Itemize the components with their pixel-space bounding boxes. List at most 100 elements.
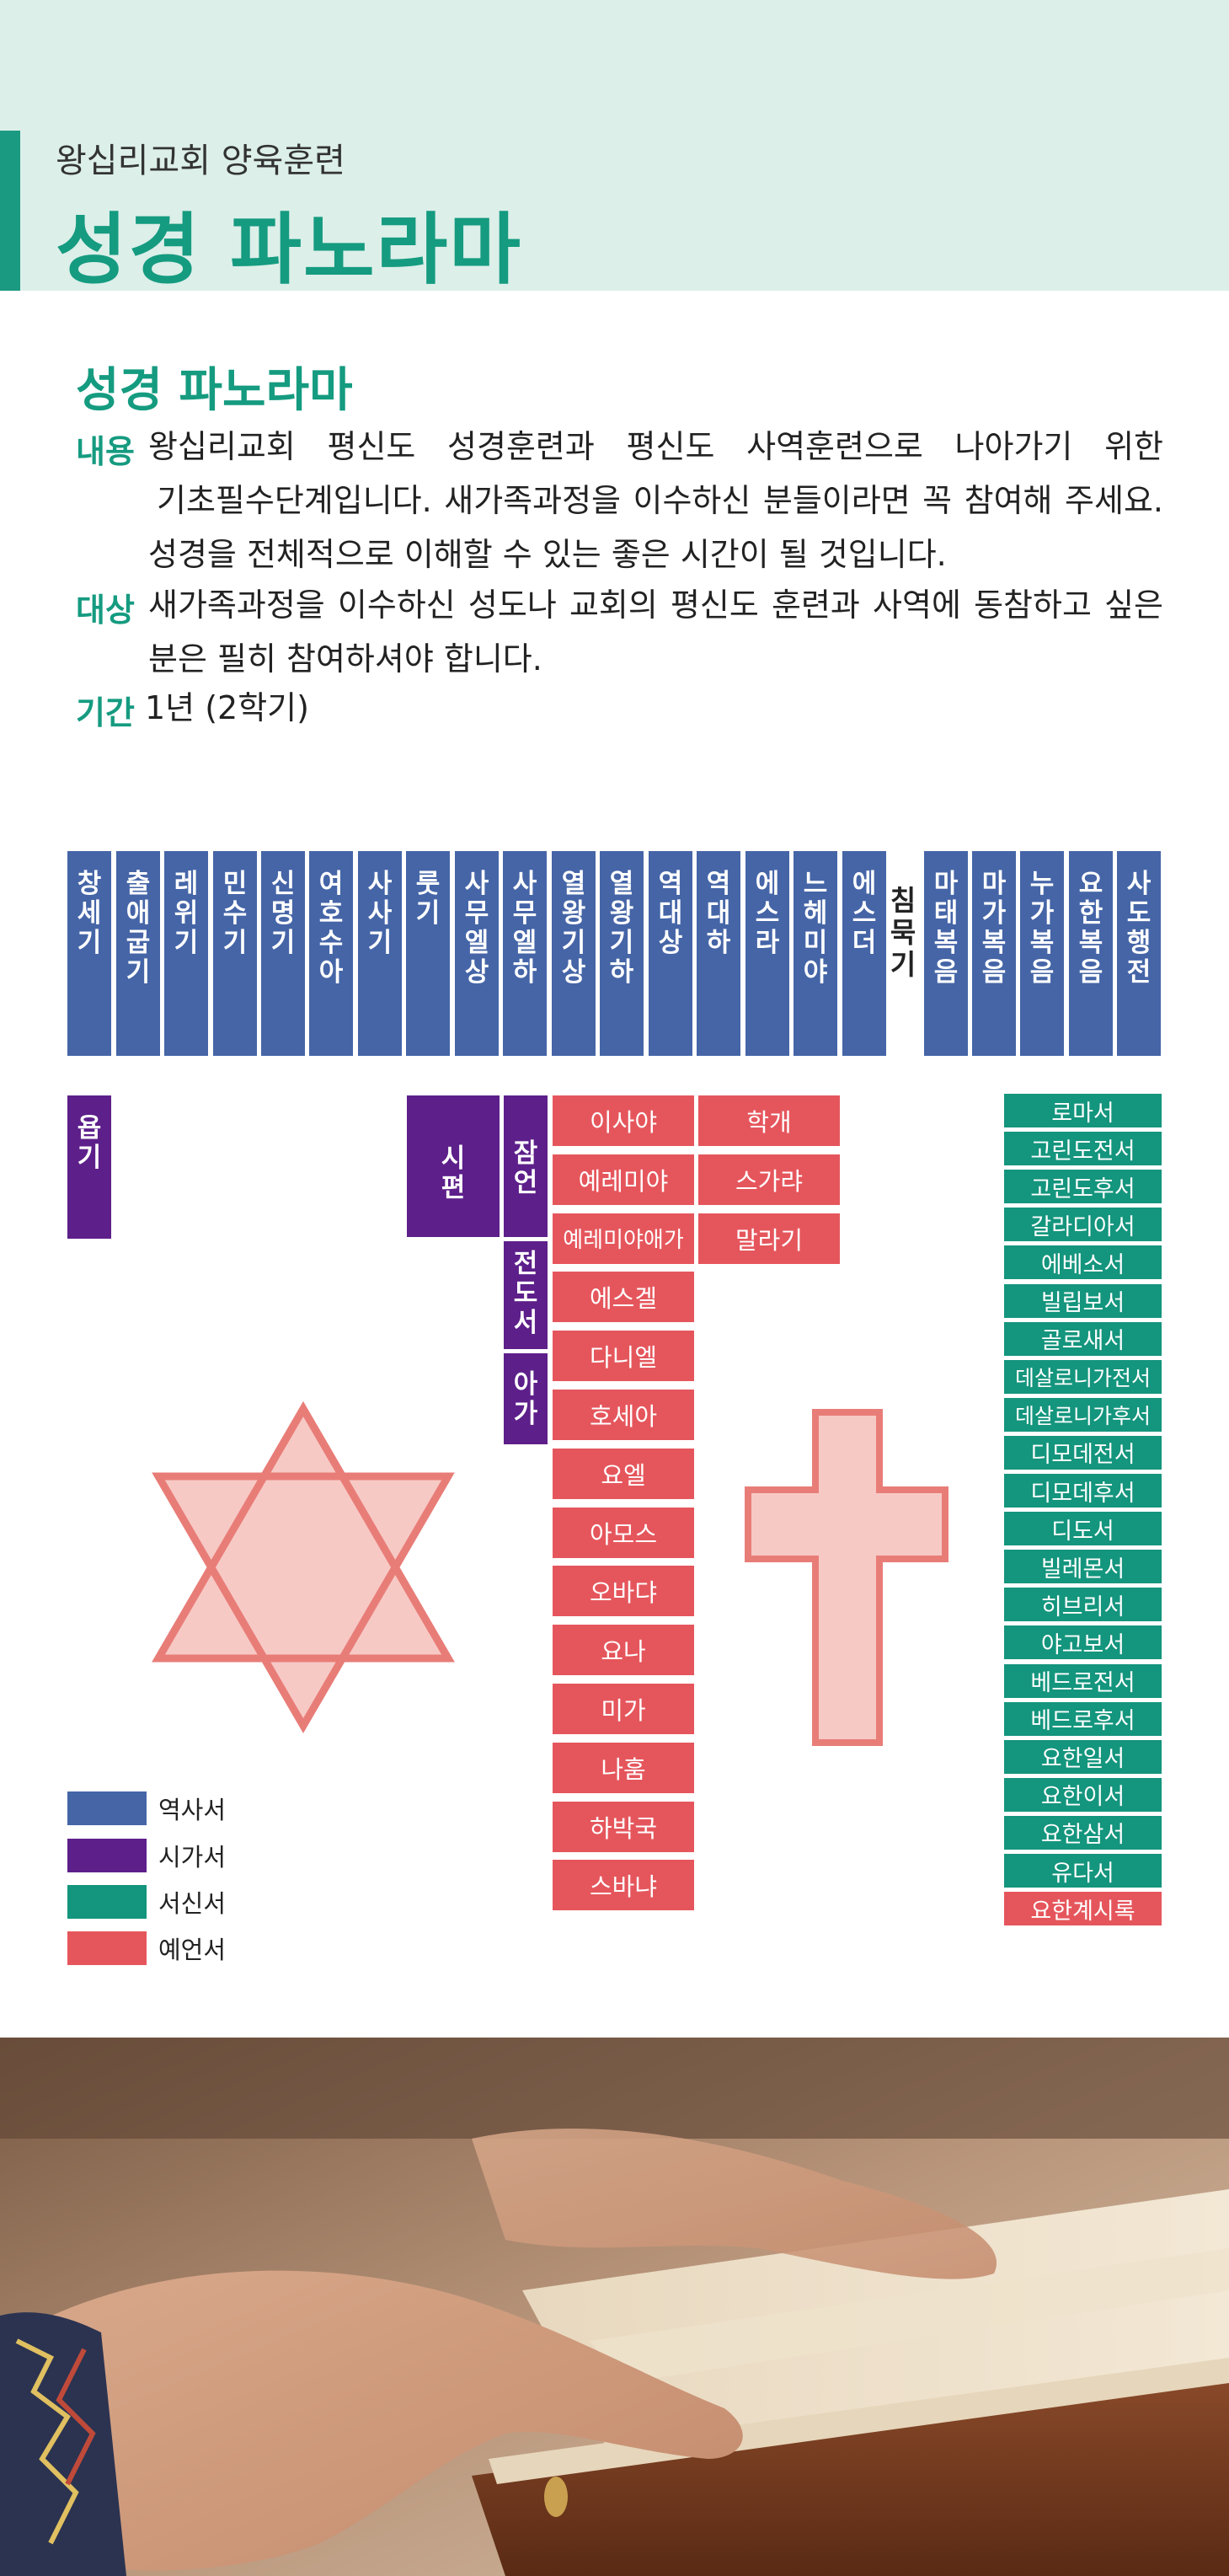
ecclesiastes-char-1: 도 xyxy=(513,1278,538,1309)
legend-swatch-poetry xyxy=(67,1839,147,1872)
history-book-9-char-3: 하 xyxy=(512,957,537,988)
epistle-book-10: 디모데후서 xyxy=(1004,1474,1162,1508)
prophet-book-3: 에스겔 xyxy=(553,1272,694,1323)
minor-prophet-book-2: 말라기 xyxy=(698,1213,840,1264)
gospel-book-1-char-3: 음 xyxy=(981,957,1007,988)
history-book-3-char-2: 기 xyxy=(222,928,248,958)
history-book-3-char-0: 민 xyxy=(222,869,248,899)
prophet-book-13: 스바냐 xyxy=(553,1860,694,1911)
history-book-10-char-0: 열 xyxy=(561,869,586,899)
prophet-book-6: 요엘 xyxy=(553,1448,694,1499)
row-text-period: 1년 (2학기) xyxy=(145,681,1160,735)
history-book-14-char-0: 에 xyxy=(755,869,780,899)
history-book-11-char-1: 왕 xyxy=(609,898,634,929)
history-book-5-char-2: 수 xyxy=(318,928,344,958)
gospel-book-3-char-3: 음 xyxy=(1078,957,1103,988)
silent-period-char-1: 묵 xyxy=(890,916,916,949)
history-book-15-char-2: 미 xyxy=(803,928,828,958)
psalms-char-0: 시 xyxy=(441,1143,466,1174)
legend-label-epistle: 서신서 xyxy=(158,1889,227,1918)
history-book-14-char-1: 스 xyxy=(755,898,780,929)
gospel-book-4-char-2: 행 xyxy=(1126,928,1152,958)
history-book-13-char-2: 하 xyxy=(706,928,731,958)
row-label-content: 내용 xyxy=(76,433,135,470)
history-book-12-char-0: 역 xyxy=(658,869,683,899)
history-book-11-char-2: 기 xyxy=(609,928,634,958)
history-book-13-char-0: 역 xyxy=(706,869,731,899)
history-book-0-char-0: 창 xyxy=(77,869,102,899)
history-book-16-char-1: 스 xyxy=(852,898,877,929)
epistle-book-11: 디도서 xyxy=(1004,1512,1162,1546)
gospel-book-1-char-0: 마 xyxy=(981,869,1007,899)
ecclesiastes-char-2: 서 xyxy=(513,1308,538,1338)
history-book-8-char-0: 사 xyxy=(464,869,489,899)
legend-swatch-epistle xyxy=(67,1885,147,1919)
song-char-1: 가 xyxy=(513,1399,538,1429)
epistle-book-3: 갈라디아서 xyxy=(1004,1208,1162,1242)
epistle-book-15: 베드로전서 xyxy=(1004,1663,1162,1698)
prophet-book-11: 나훔 xyxy=(553,1742,694,1793)
job-char-0: 욥 xyxy=(77,1113,102,1143)
page-header: 왕십리교회 양육훈련 성경 파노라마 xyxy=(0,0,1229,295)
history-book-8-char-1: 무 xyxy=(464,898,489,929)
psalms-char-1: 편 xyxy=(441,1173,466,1203)
target-line-2: 분은 필히 참여하셔야 합니다. xyxy=(148,640,542,677)
prophet-book-4: 다니엘 xyxy=(553,1331,694,1382)
prophet-book-1: 예레미야 xyxy=(553,1154,694,1205)
history-book-10-char-1: 왕 xyxy=(561,898,586,929)
history-book-1-char-3: 기 xyxy=(126,957,151,988)
history-book-9-char-2: 엘 xyxy=(512,928,537,958)
row-label-period: 기간 xyxy=(76,694,135,731)
epistle-book-6: 골로새서 xyxy=(1004,1321,1162,1356)
legend-label-history: 역사서 xyxy=(158,1796,227,1824)
period-line: 1년 (2학기) xyxy=(145,689,309,726)
history-book-15-char-0: 느 xyxy=(803,869,828,899)
epistle-book-7: 데살로니가전서 xyxy=(1004,1359,1162,1394)
epistle-book-20: 유다서 xyxy=(1004,1854,1162,1888)
target-line-1: 새가족과정을 이수하신 성도나 교회의 평신도 훈련과 사역에 동참하고 싶은 xyxy=(148,586,1163,624)
legend-item-epistle: 서신서 xyxy=(67,1885,226,1919)
history-book-6-char-0: 사 xyxy=(367,869,393,899)
section-title: 성경 파노라마 xyxy=(76,363,353,418)
gospel-book-2-char-0: 누 xyxy=(1029,869,1055,899)
history-book-16-char-2: 더 xyxy=(852,928,877,958)
history-book-15-char-1: 헤 xyxy=(803,898,828,929)
epistle-book-17: 요한일서 xyxy=(1004,1739,1162,1774)
job-char-1: 기 xyxy=(77,1143,102,1173)
history-book-0-char-2: 기 xyxy=(77,928,102,958)
epistle-book-5: 빌립보서 xyxy=(1004,1283,1162,1318)
history-book-3-char-1: 수 xyxy=(222,898,248,929)
history-book-2-char-2: 기 xyxy=(174,928,199,958)
minor-prophet-book-1: 스가랴 xyxy=(698,1154,840,1205)
legend-swatch-history xyxy=(67,1791,147,1825)
history-book-4-char-0: 신 xyxy=(270,869,296,899)
ecclesiastes-char-0: 전 xyxy=(513,1249,538,1279)
history-book-2-char-0: 레 xyxy=(174,869,199,899)
gospel-book-2-char-3: 음 xyxy=(1029,957,1055,988)
gospel-book-4-char-3: 전 xyxy=(1126,957,1152,988)
legend-label-poetry: 시가서 xyxy=(158,1843,227,1872)
prophet-book-5: 호세아 xyxy=(553,1390,694,1440)
prophet-book-8: 오바댜 xyxy=(553,1566,694,1617)
history-book-1-char-2: 굽 xyxy=(126,928,151,958)
header-subtitle: 왕십리교회 양육훈련 xyxy=(56,142,345,180)
history-book-8-char-2: 엘 xyxy=(464,928,489,958)
legend-item-poetry: 시가서 xyxy=(67,1839,226,1872)
history-book-6-char-1: 사 xyxy=(367,898,393,929)
legend-item-history: 역사서 xyxy=(67,1791,226,1825)
gospel-book-4-char-1: 도 xyxy=(1126,898,1152,929)
history-book-12-char-1: 대 xyxy=(658,898,683,929)
